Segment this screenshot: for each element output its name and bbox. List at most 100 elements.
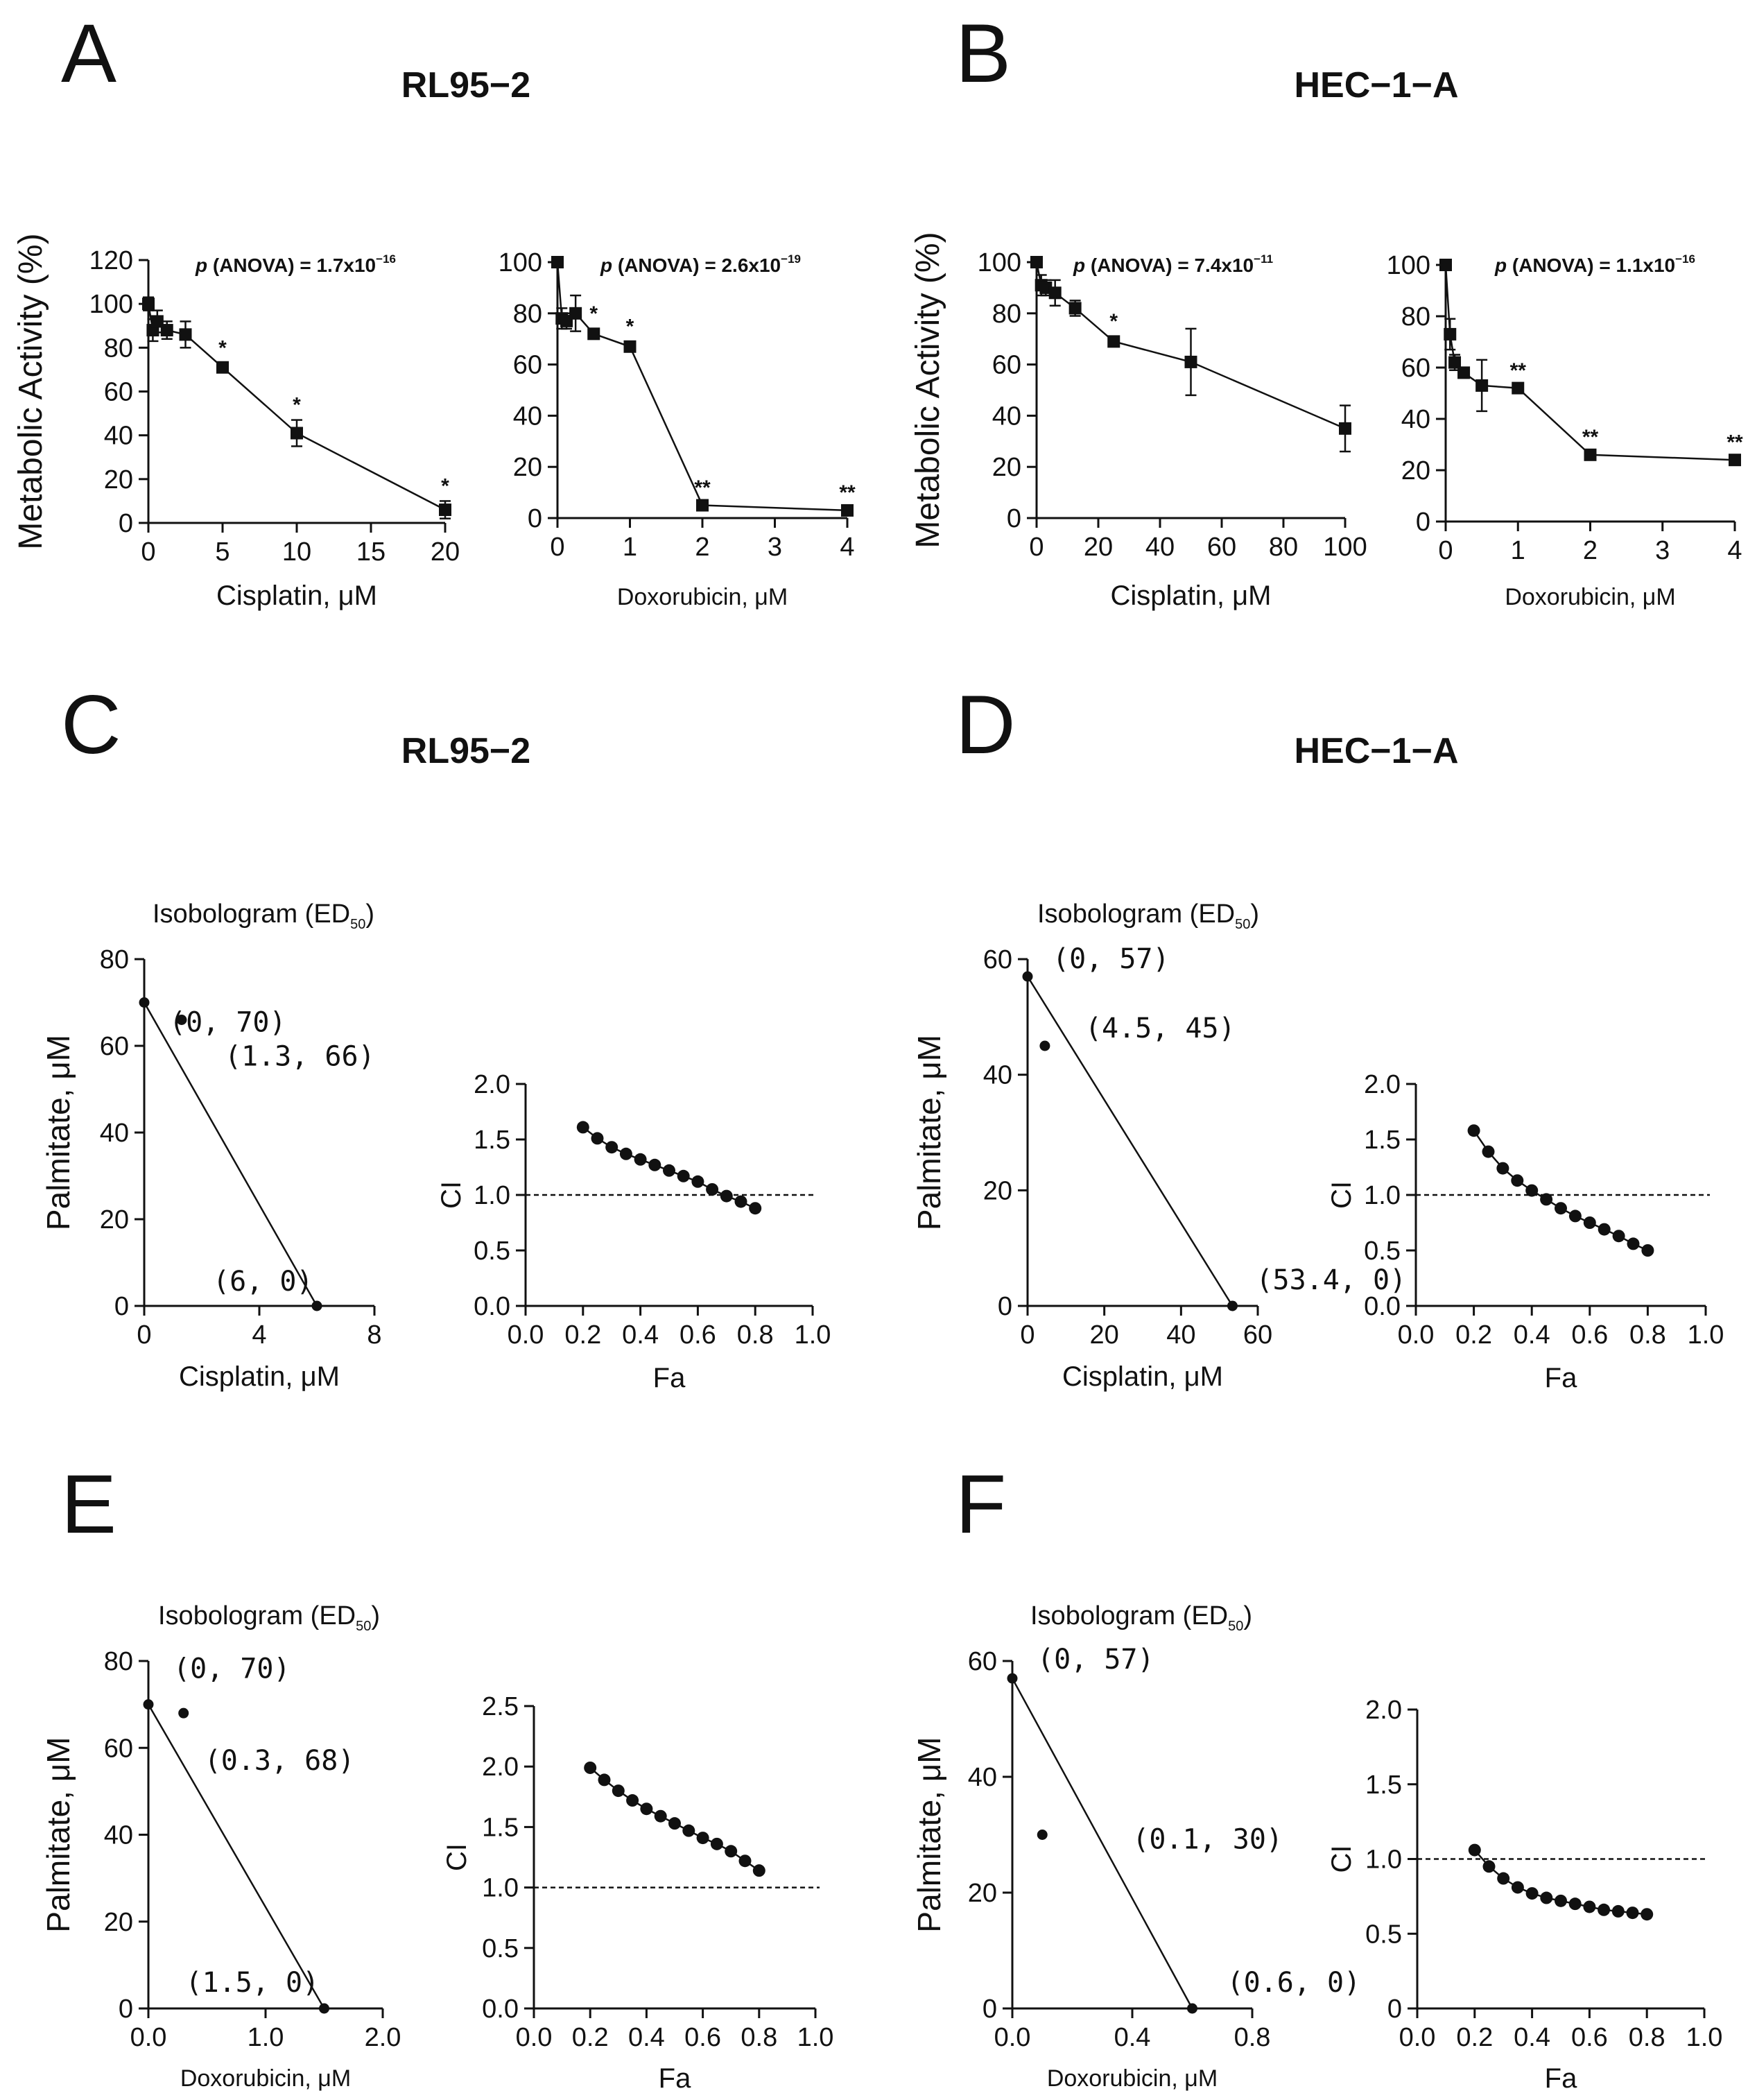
y-tick-label: 60 <box>1401 354 1430 383</box>
y-tick-label: 0 <box>998 1292 1012 1321</box>
p-symbol: p <box>195 255 207 276</box>
y-axis-label: CI <box>1326 1845 1357 1873</box>
data-point <box>216 361 229 374</box>
data-point <box>619 1147 632 1160</box>
data-point <box>668 1817 681 1830</box>
data-point <box>291 427 303 440</box>
additivity-line <box>143 1001 318 1307</box>
x-tick-label: 0.4 <box>1114 2023 1151 2052</box>
data-point <box>626 1794 639 1807</box>
x-tick-label: 2.0 <box>365 2023 401 2052</box>
data-point <box>576 1121 589 1134</box>
panel-letter-d: D <box>955 678 1016 771</box>
anova-p-value: p (ANOVA) = 2.6x10−19 <box>600 252 801 276</box>
x-tick-label: 0.2 <box>1455 1320 1492 1350</box>
data-point <box>1444 327 1457 341</box>
x-tick-label: 4 <box>252 1320 266 1350</box>
chart-c1: 0 20 40 60 80 0 4 8 Cisplatin, μM Palmitate, μM (0… <box>40 900 382 1392</box>
data-point <box>677 1169 690 1182</box>
y-axis-label: CI <box>1326 1181 1357 1209</box>
data-point <box>551 256 564 268</box>
data-point <box>841 504 854 517</box>
point-label: (6, 0) <box>213 1266 313 1298</box>
data-point <box>1037 1830 1048 1840</box>
data-point <box>1584 448 1597 461</box>
x-tick-label: 3 <box>1655 536 1670 565</box>
additivity-line <box>147 1703 325 2009</box>
data-point <box>160 324 173 337</box>
x-tick-label: 60 <box>1243 1320 1272 1350</box>
significance-mark: ** <box>1582 426 1599 449</box>
y-tick-label: 0 <box>1007 504 1021 533</box>
x-tick-label: 20 <box>431 537 460 567</box>
series-line <box>556 261 848 512</box>
significance-mark: * <box>589 302 598 325</box>
chart-e1: 0 20 40 60 80 0.0 1.0 2.0 Doxorubicin, μM Palmita… <box>40 1601 401 2092</box>
data-point <box>1627 1237 1640 1250</box>
data-point <box>1511 1174 1524 1187</box>
point-label: (1.5, 0) <box>186 1967 320 1999</box>
p-value-exponent: −11 <box>1254 252 1273 266</box>
x-tick-label: 80 <box>1269 533 1298 562</box>
y-tick-label: 1.5 <box>1364 1126 1401 1155</box>
data-point <box>612 1784 625 1798</box>
data-point <box>1555 1894 1567 1907</box>
y-tick-label: 40 <box>1401 405 1430 434</box>
x-tick-label: 1.0 <box>1688 1320 1724 1350</box>
data-point <box>1039 1040 1050 1051</box>
additivity-line <box>1011 1678 1193 2009</box>
data-point <box>569 307 582 320</box>
y-axis-label: CI <box>436 1181 467 1209</box>
data-point <box>1611 1904 1625 1918</box>
x-axis-label: Doxorubicin, μM <box>180 2065 351 2092</box>
data-point <box>1512 381 1525 395</box>
data-point <box>587 327 600 341</box>
x-tick-label: 0.2 <box>564 1320 601 1350</box>
isobologram-title: Isobologram (ED50) <box>1037 900 1259 932</box>
data-point <box>591 1132 604 1145</box>
point-label: (1.3, 66) <box>225 1041 375 1073</box>
chart-b2: 0 20 40 60 80 100 0 1 2 3 4 Doxorubicin, μM ** ** ** p … <box>1387 251 1743 610</box>
x-tick-label: 0.0 <box>1398 1320 1435 1350</box>
p-value-text: (ANOVA) = 7.4x10 <box>1085 255 1254 276</box>
y-axis-label: Palmitate, μM <box>911 1737 947 1932</box>
y-tick-label: 80 <box>513 300 542 329</box>
chart-c2: 0.0 0.5 1.0 1.5 2.0 0.0 0.2 0.4 0.6 0.8 1.0 Fa CI <box>436 1070 831 1393</box>
data-point <box>1525 1184 1539 1197</box>
y-tick-label: 0 <box>528 504 542 533</box>
y-tick-label: 1.0 <box>474 1181 510 1210</box>
x-tick-label: 0.0 <box>130 2023 167 2052</box>
x-axis-label: Fa <box>653 1363 686 1393</box>
y-tick-label: 0.5 <box>1365 1920 1402 1949</box>
isobologram-title-text: Isobologram (ED <box>153 900 350 929</box>
anova-p-value: p (ANOVA) = 7.4x10−11 <box>1073 252 1273 276</box>
data-point <box>1626 1907 1639 1920</box>
y-tick-label: 1.0 <box>482 1874 519 1903</box>
data-point <box>648 1158 661 1171</box>
x-tick-label: 40 <box>1145 533 1175 562</box>
data-point <box>1227 1300 1238 1311</box>
x-axis-label: Fa <box>1545 1363 1577 1393</box>
data-point <box>1568 1210 1582 1223</box>
x-tick-label: 2 <box>1583 536 1598 565</box>
data-point <box>179 328 192 341</box>
x-tick-label: 0.8 <box>1234 2023 1271 2052</box>
isobologram-title: Isobologram (ED50) <box>1030 1601 1252 1634</box>
x-axis-label: Cisplatin, μM <box>1062 1361 1223 1392</box>
data-point <box>1339 422 1351 435</box>
x-tick-label: 0.0 <box>1399 2023 1436 2052</box>
data-point <box>150 315 164 328</box>
x-tick-label: 0.2 <box>572 2023 609 2052</box>
x-tick-label: 0.8 <box>741 2023 777 2052</box>
y-tick-label: 40 <box>992 402 1021 431</box>
data-point <box>663 1164 675 1177</box>
data-point <box>725 1845 738 1858</box>
data-point <box>605 1141 618 1154</box>
y-axis-label: Palmitate, μM <box>40 1035 76 1230</box>
y-tick-label: 2.0 <box>474 1070 510 1099</box>
data-point <box>1022 971 1033 982</box>
x-tick-label: 1.0 <box>797 2023 834 2052</box>
significance-mark: ** <box>1726 431 1743 454</box>
x-tick-label: 0 <box>137 1320 151 1350</box>
